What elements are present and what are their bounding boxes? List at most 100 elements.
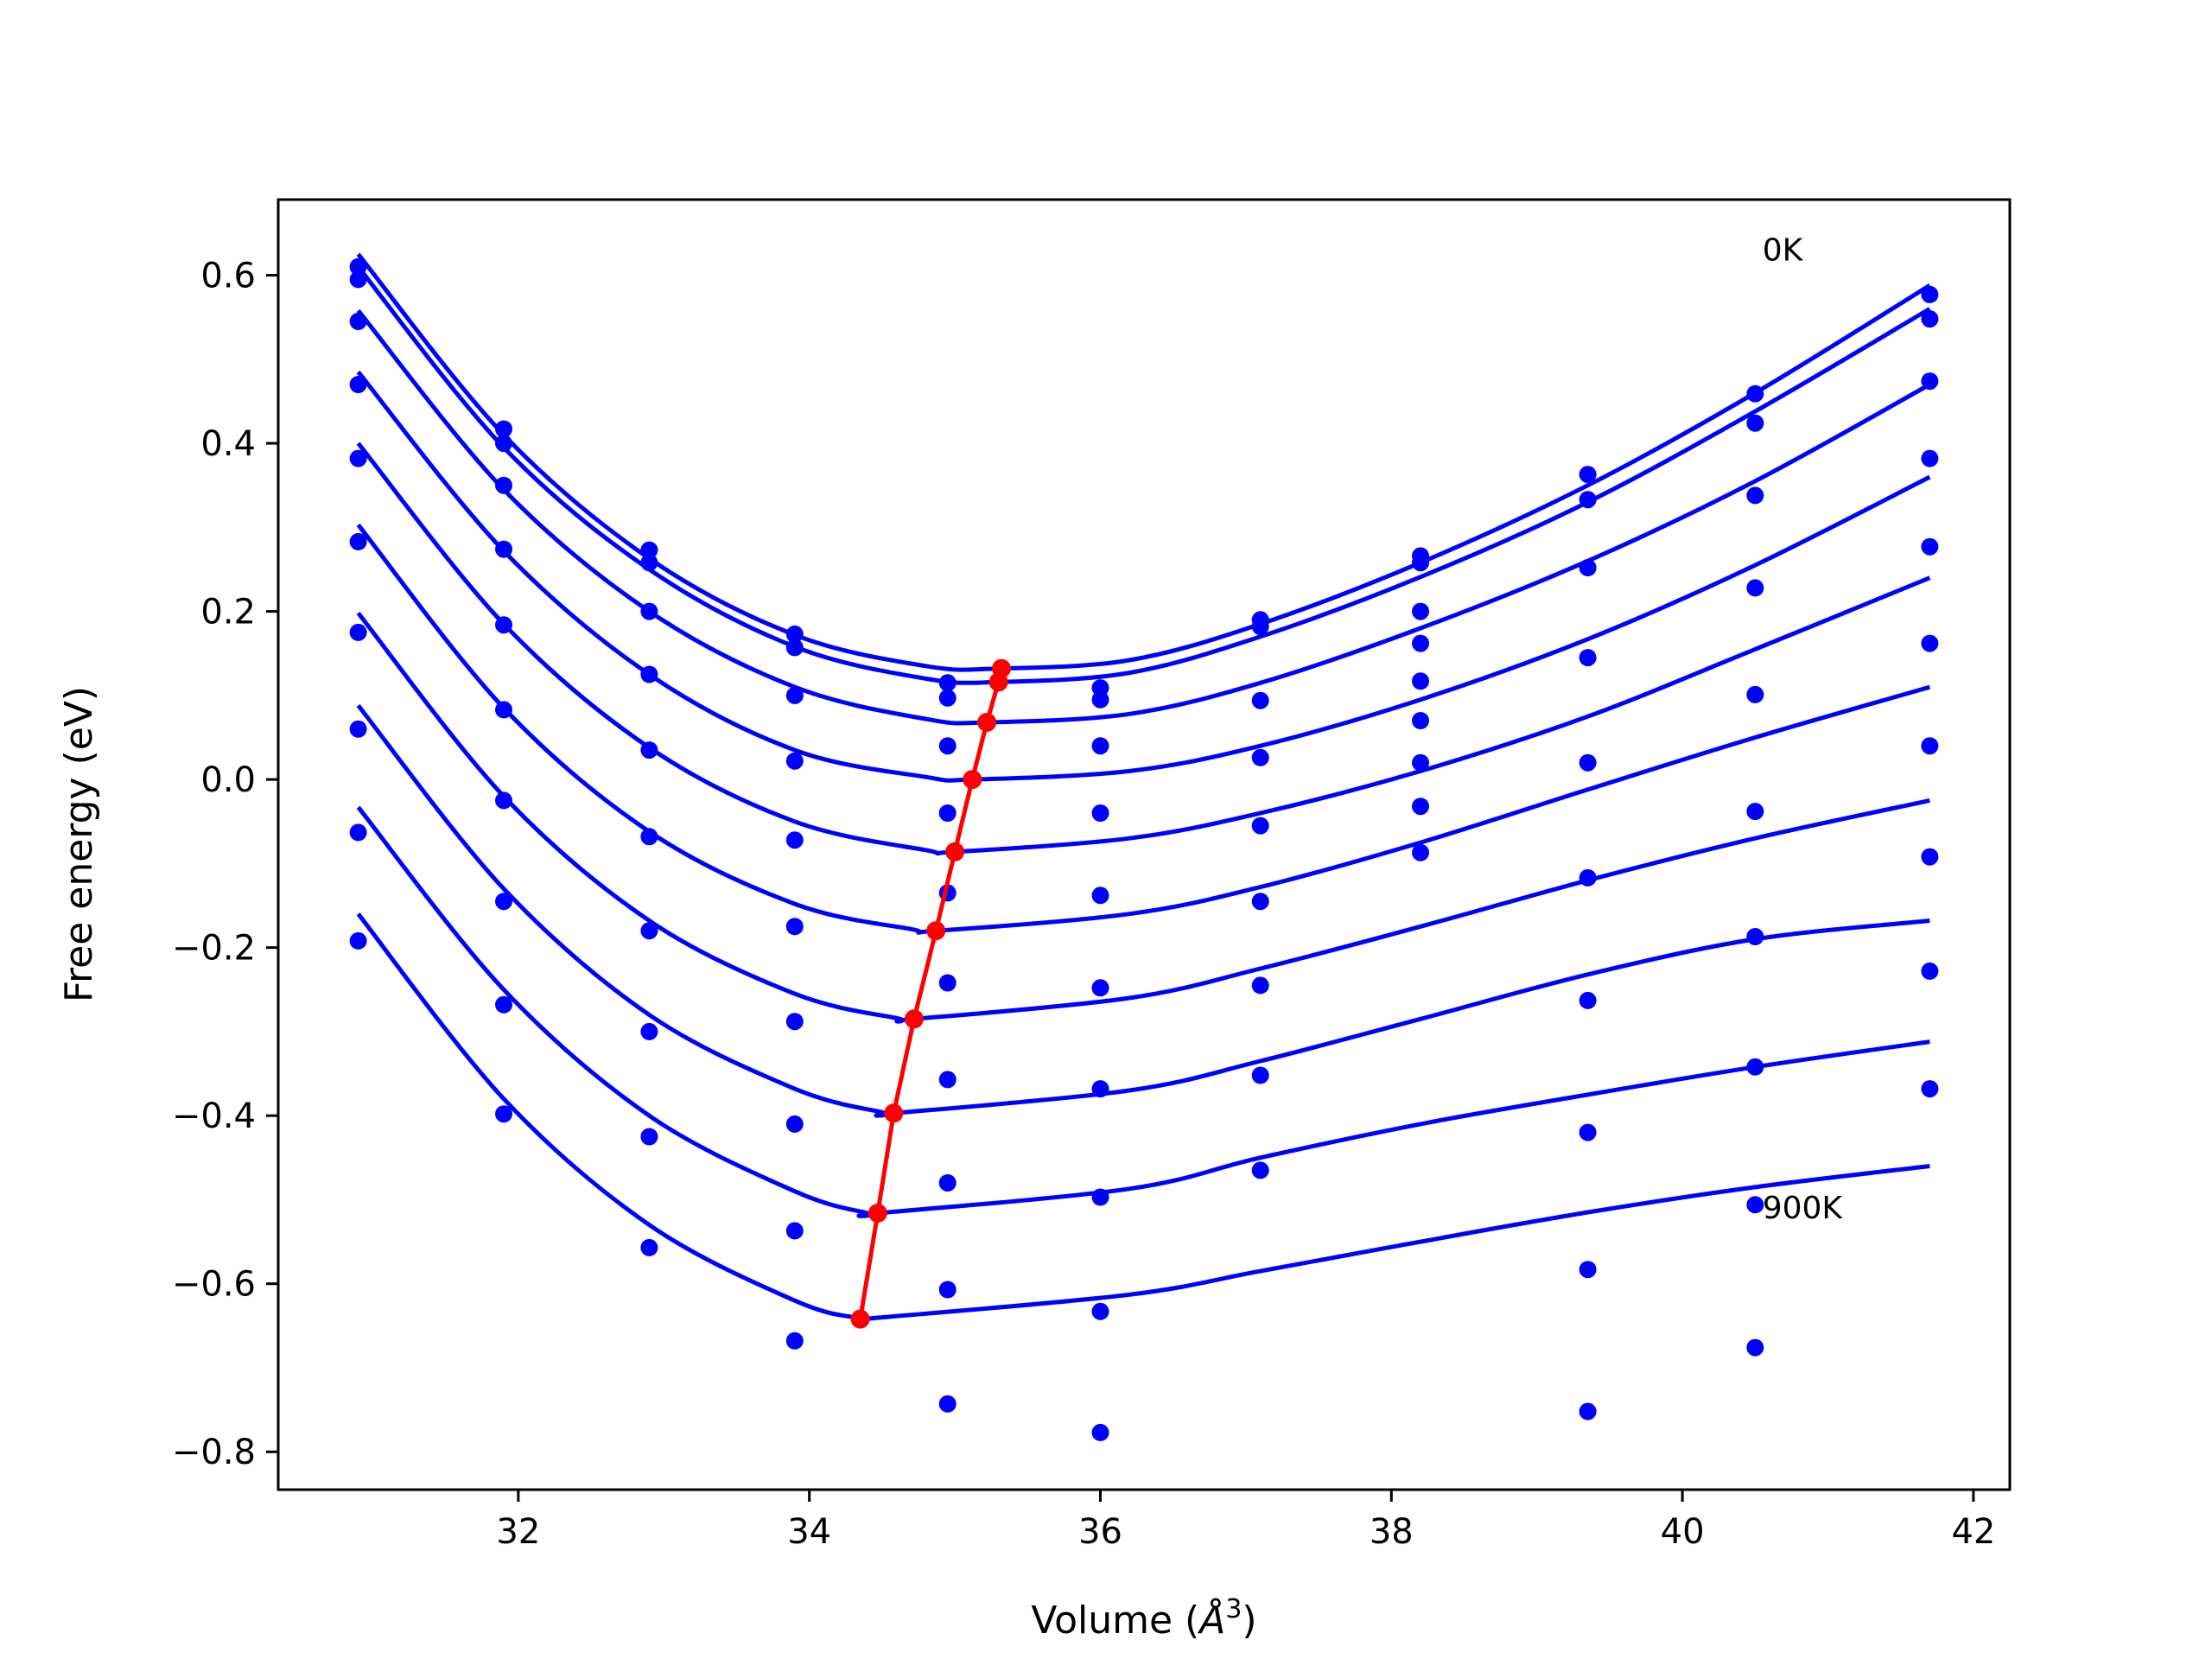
data-point [1412, 798, 1429, 816]
y-axis-label: Free energy (eV) [57, 686, 101, 1002]
data-point [1921, 634, 1939, 652]
data-point [1251, 1066, 1269, 1084]
data-point [1746, 685, 1764, 703]
data-point [1091, 737, 1109, 755]
annotations: 0K 900K [1763, 232, 1844, 1226]
data-point [1579, 1402, 1597, 1421]
fit-curve-6 [356, 611, 1930, 1024]
data-point [785, 639, 804, 657]
plot-frame [276, 198, 2012, 1491]
data-point [938, 1281, 957, 1299]
data-point [495, 616, 512, 634]
data-point [1746, 385, 1764, 403]
minimum-point [977, 713, 997, 732]
data-point [785, 1115, 804, 1133]
data-point [640, 828, 658, 846]
data-point [1251, 817, 1269, 835]
data-point [1412, 843, 1429, 861]
fit-curve-9 [356, 912, 1930, 1323]
data-point [1921, 737, 1939, 755]
data-point [785, 752, 804, 770]
data-point [1921, 310, 1939, 328]
data-point [1251, 976, 1269, 995]
x-axis-label: Volume (Å3) [1031, 1594, 1256, 1643]
data-point [1412, 712, 1429, 729]
data-point [785, 1013, 804, 1031]
fit-curve-3 [356, 370, 1931, 783]
data-point [1579, 1123, 1597, 1141]
data-point [349, 449, 367, 467]
x-tick-label: 34 [787, 1512, 831, 1552]
fit-curve-8 [356, 805, 1930, 1218]
data-point [1579, 649, 1597, 667]
data-point [495, 893, 512, 911]
data-point [1412, 753, 1429, 772]
data-point [1091, 804, 1109, 822]
data-point [349, 313, 367, 330]
data-point [938, 1395, 957, 1413]
data-point [938, 737, 957, 755]
data-point [1746, 1196, 1764, 1214]
data-point [938, 974, 957, 992]
data-point [938, 1174, 957, 1192]
data-point [938, 689, 957, 707]
x-axis-label-symbol: Å [1197, 1597, 1225, 1643]
y-tick-label: −0.2 [172, 929, 256, 969]
minimum-point [988, 672, 1008, 692]
data-point [1921, 537, 1939, 556]
data-point [1746, 414, 1764, 432]
data-point [349, 376, 367, 393]
data-point [1091, 979, 1109, 997]
data-point [495, 995, 512, 1014]
data-point [785, 625, 804, 643]
data-point [349, 270, 367, 289]
data-point [1251, 691, 1269, 709]
minimum-point [945, 842, 965, 861]
data-point [640, 922, 658, 940]
data-point [1921, 372, 1939, 391]
minimum-point [850, 1309, 870, 1329]
data-point [640, 741, 658, 760]
minimum-line [858, 668, 1004, 1320]
y-tick-label: 0.2 [200, 593, 256, 632]
data-point [1251, 748, 1269, 766]
data-point [1579, 466, 1597, 484]
data-point [1921, 449, 1939, 467]
plot-area [349, 252, 1939, 1441]
data-point [785, 918, 804, 936]
data-point [1579, 1261, 1597, 1279]
data-point [1251, 1161, 1269, 1179]
data-point [1251, 618, 1269, 636]
data-point [1579, 491, 1597, 509]
data-point [1746, 579, 1764, 597]
data-point [785, 686, 804, 704]
data-point [1746, 486, 1764, 505]
data-point [1412, 634, 1429, 652]
data-point [1579, 991, 1597, 1009]
data-point [640, 554, 658, 572]
data-point [495, 701, 512, 719]
x-axis-label-close: ) [1242, 1599, 1256, 1643]
x-tick-label: 36 [1078, 1512, 1122, 1552]
data-point [640, 602, 658, 620]
x-tick-label: 42 [1951, 1512, 1995, 1552]
x-tick-label: 38 [1370, 1512, 1414, 1552]
data-point [938, 804, 957, 822]
data-point [785, 1332, 804, 1350]
data-point [1091, 690, 1109, 709]
data-point [1412, 672, 1429, 690]
data-point [1251, 893, 1269, 911]
data-point [640, 1238, 658, 1256]
x-axis: 32 34 36 38 40 42 [496, 1490, 1995, 1552]
data-point [349, 823, 367, 842]
data-point [495, 435, 512, 453]
data-point [495, 540, 512, 558]
data-point [1412, 602, 1429, 620]
data-point [495, 420, 512, 438]
data-point [1091, 1423, 1109, 1441]
data-point [938, 1071, 957, 1089]
fit-curve-1 [356, 265, 1931, 685]
x-tick-label: 32 [496, 1512, 540, 1552]
data-point [785, 1222, 804, 1240]
y-tick-label: −0.4 [172, 1096, 256, 1136]
